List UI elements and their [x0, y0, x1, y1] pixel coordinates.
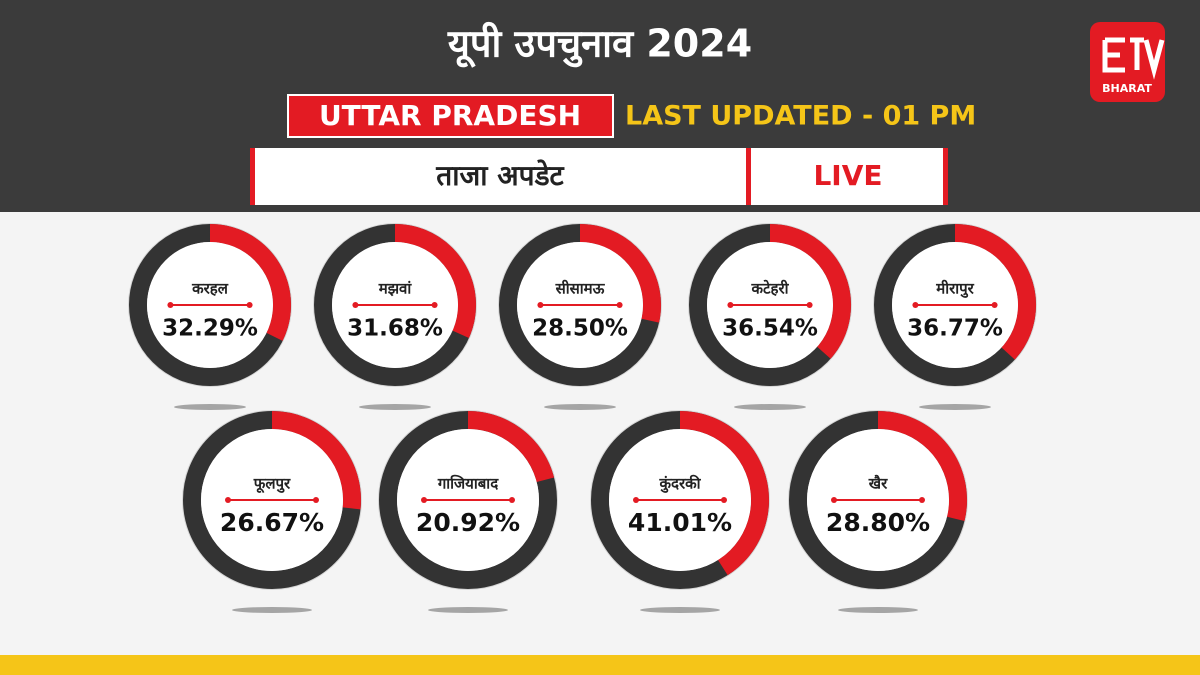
divider-dot — [721, 497, 727, 503]
subtitle: UTTAR PRADESH — [319, 99, 581, 132]
divider-dot — [727, 302, 734, 308]
value-label: 41.01% — [628, 508, 732, 537]
divider-dot — [991, 302, 998, 308]
shadow — [174, 404, 246, 410]
seat-name: गाजियाबाद — [437, 475, 499, 493]
title: यूपी उपचुनाव 2024 — [447, 22, 752, 69]
divider-dot — [246, 302, 253, 308]
seat-name: सीसामऊ — [555, 280, 606, 298]
updated-time: LAST UPDATED - 01 PM — [625, 101, 976, 132]
ring-value — [394, 224, 476, 338]
ring-value — [467, 411, 555, 483]
ring-value — [679, 411, 769, 576]
value-label: 36.54% — [722, 316, 818, 342]
seat-name: कटेहरी — [750, 280, 789, 298]
ring-value — [271, 411, 361, 510]
footer-strip — [0, 655, 1200, 675]
ring-value — [209, 224, 291, 341]
shadow — [919, 404, 991, 410]
divider-dot — [919, 497, 925, 503]
divider-dot — [633, 497, 639, 503]
divider-dot — [616, 302, 623, 308]
value-label: 32.29% — [162, 316, 258, 342]
logo-mark — [1102, 37, 1165, 80]
shadow — [838, 607, 918, 613]
state-box — [287, 94, 614, 138]
ring-value — [579, 224, 661, 323]
divider-dot — [806, 302, 813, 308]
value-label: 31.68% — [347, 316, 443, 342]
seat-name: मझवां — [378, 280, 413, 298]
shadow — [544, 404, 616, 410]
bar-separator — [943, 148, 948, 205]
live-label: LIVE — [813, 159, 882, 192]
update-label: ताजा अपडेट — [435, 159, 564, 192]
divider-dot — [831, 497, 837, 503]
update-bar — [250, 148, 948, 205]
value-label: 28.50% — [532, 316, 628, 342]
value-label: 26.67% — [220, 508, 324, 537]
value-label: 28.80% — [826, 508, 930, 537]
value-label: 36.77% — [907, 316, 1003, 342]
shadow — [734, 404, 806, 410]
shadow — [232, 607, 312, 613]
bar-separator — [250, 148, 255, 205]
bar-separator — [746, 148, 751, 205]
seat-name: खैर — [868, 475, 888, 493]
shadow — [640, 607, 720, 613]
value-label: 20.92% — [416, 508, 520, 537]
ring-value — [769, 224, 851, 359]
divider-dot — [313, 497, 319, 503]
divider-dot — [537, 302, 544, 308]
divider-dot — [912, 302, 919, 308]
divider-dot — [509, 497, 515, 503]
divider-dot — [225, 497, 231, 503]
seat-name: करहल — [191, 280, 229, 298]
divider-dot — [431, 302, 438, 308]
divider-dot — [421, 497, 427, 503]
seat-name: मीरापुर — [935, 280, 974, 299]
divider-dot — [167, 302, 174, 308]
ring-value — [877, 411, 967, 522]
seat-name: कुंदरकी — [658, 475, 701, 494]
seat-name: फूलपुर — [253, 475, 291, 494]
divider-dot — [352, 302, 359, 308]
shadow — [359, 404, 431, 410]
shadow — [428, 607, 508, 613]
logo-text: BHARAT — [1102, 82, 1152, 95]
ring-value — [954, 224, 1036, 360]
